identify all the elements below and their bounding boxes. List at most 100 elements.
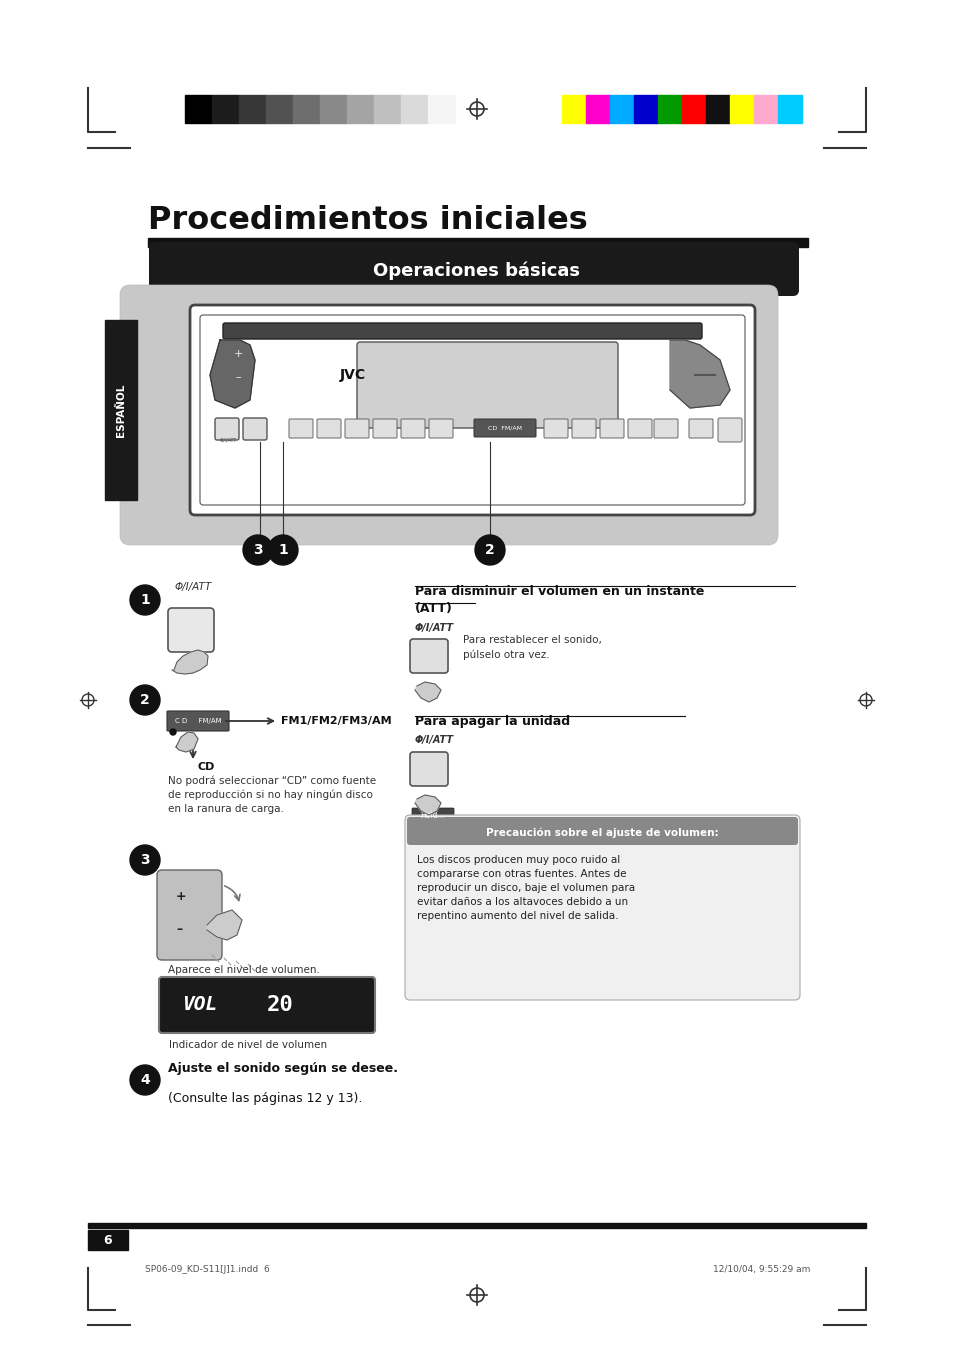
Text: Aparece el nivel de volumen.: Aparece el nivel de volumen. — [168, 965, 319, 975]
FancyBboxPatch shape — [157, 870, 222, 961]
Bar — [634, 95, 658, 123]
Text: +: + — [233, 349, 242, 359]
Bar — [293, 95, 319, 123]
Text: (Consulte las páginas 12 y 13).: (Consulte las páginas 12 y 13). — [168, 1092, 362, 1105]
Bar — [88, 1223, 865, 1228]
Circle shape — [130, 1065, 160, 1096]
FancyBboxPatch shape — [654, 419, 678, 438]
FancyBboxPatch shape — [599, 419, 623, 438]
Text: VOL: VOL — [182, 996, 217, 1015]
FancyBboxPatch shape — [412, 808, 454, 824]
FancyBboxPatch shape — [718, 417, 741, 442]
Text: 3: 3 — [140, 852, 150, 867]
Bar — [400, 95, 428, 123]
Bar — [585, 95, 609, 123]
Text: No podrá seleccionar “CD” como fuente
de reproducción si no hay ningún disco
en : No podrá seleccionar “CD” como fuente de… — [168, 775, 375, 815]
Text: Precaución sobre el ajuste de volumen:: Precaución sobre el ajuste de volumen: — [486, 828, 718, 838]
Text: –: – — [175, 923, 182, 936]
Bar — [729, 95, 753, 123]
Polygon shape — [415, 682, 440, 703]
Bar — [374, 95, 400, 123]
Text: Para disminuir el volumen en un instante: Para disminuir el volumen en un instante — [415, 585, 703, 598]
Text: FM1/FM2/FM3/AM: FM1/FM2/FM3/AM — [281, 716, 392, 725]
Bar — [105, 320, 137, 500]
FancyBboxPatch shape — [316, 419, 340, 438]
Text: Los discos producen muy poco ruido al
compararse con otras fuentes. Antes de
rep: Los discos producen muy poco ruido al co… — [416, 855, 635, 921]
Bar — [347, 95, 374, 123]
FancyBboxPatch shape — [400, 419, 424, 438]
Circle shape — [130, 585, 160, 615]
FancyBboxPatch shape — [405, 815, 800, 1000]
Bar — [319, 95, 347, 123]
Circle shape — [130, 685, 160, 715]
Circle shape — [475, 535, 504, 565]
Text: Φ/I/ATT: Φ/I/ATT — [415, 623, 454, 634]
FancyBboxPatch shape — [356, 342, 618, 428]
Text: 20: 20 — [266, 994, 294, 1015]
FancyBboxPatch shape — [410, 753, 448, 786]
Text: Ajuste el sonido según se desee.: Ajuste el sonido según se desee. — [168, 1062, 397, 1075]
FancyBboxPatch shape — [149, 242, 799, 296]
Text: –: – — [235, 372, 240, 382]
Text: Para restablecer el sonido,
púlselo otra vez.: Para restablecer el sonido, púlselo otra… — [462, 635, 601, 659]
Bar — [212, 95, 239, 123]
Text: Φ/I/ATT: Φ/I/ATT — [220, 438, 237, 443]
FancyBboxPatch shape — [243, 417, 267, 440]
Text: 2: 2 — [140, 693, 150, 707]
Text: Para apagar la unidad: Para apagar la unidad — [415, 715, 570, 728]
Text: Indicador de nivel de volumen: Indicador de nivel de volumen — [169, 1040, 327, 1050]
FancyBboxPatch shape — [627, 419, 651, 438]
FancyBboxPatch shape — [289, 419, 313, 438]
Text: Φ/I/ATT: Φ/I/ATT — [173, 582, 211, 592]
Bar — [428, 95, 455, 123]
Polygon shape — [669, 340, 729, 408]
FancyBboxPatch shape — [429, 419, 453, 438]
Text: 12/10/04, 9:55:29 am: 12/10/04, 9:55:29 am — [712, 1265, 809, 1274]
Text: 1: 1 — [278, 543, 288, 557]
FancyBboxPatch shape — [190, 305, 754, 515]
Text: 6: 6 — [104, 1233, 112, 1247]
Text: +: + — [175, 890, 187, 902]
Text: Operaciones básicas: Operaciones básicas — [374, 262, 579, 280]
Bar — [609, 95, 634, 123]
Text: 1: 1 — [140, 593, 150, 607]
Bar — [88, 1229, 128, 1250]
Text: 2: 2 — [485, 543, 495, 557]
FancyBboxPatch shape — [688, 419, 712, 438]
Bar — [561, 95, 585, 123]
Bar — [658, 95, 681, 123]
Bar — [185, 95, 212, 123]
Circle shape — [130, 844, 160, 875]
FancyBboxPatch shape — [407, 817, 797, 844]
FancyBboxPatch shape — [223, 323, 701, 339]
FancyBboxPatch shape — [159, 977, 375, 1034]
Text: CD  FM/AM: CD FM/AM — [488, 426, 521, 431]
Bar — [753, 95, 778, 123]
Text: Φ/I/ATT: Φ/I/ATT — [415, 735, 454, 744]
Text: Hold...: Hold... — [420, 812, 445, 820]
Bar — [681, 95, 705, 123]
FancyBboxPatch shape — [543, 419, 567, 438]
Polygon shape — [210, 340, 254, 408]
FancyBboxPatch shape — [345, 419, 369, 438]
FancyBboxPatch shape — [168, 608, 213, 653]
Bar — [266, 95, 293, 123]
FancyBboxPatch shape — [214, 417, 239, 440]
Text: 4: 4 — [140, 1073, 150, 1088]
Polygon shape — [207, 911, 242, 940]
FancyBboxPatch shape — [474, 419, 536, 436]
Bar — [705, 95, 729, 123]
Circle shape — [243, 535, 273, 565]
FancyBboxPatch shape — [410, 639, 448, 673]
Polygon shape — [415, 794, 440, 815]
Circle shape — [268, 535, 297, 565]
Text: (ATT): (ATT) — [415, 603, 453, 615]
Text: 3: 3 — [253, 543, 262, 557]
FancyBboxPatch shape — [373, 419, 396, 438]
Bar — [148, 238, 807, 247]
Text: ESPAÑOL: ESPAÑOL — [116, 384, 126, 436]
Text: SP06-09_KD-S11[J]1.indd  6: SP06-09_KD-S11[J]1.indd 6 — [145, 1265, 270, 1274]
FancyBboxPatch shape — [572, 419, 596, 438]
FancyBboxPatch shape — [120, 285, 778, 544]
Polygon shape — [175, 732, 198, 753]
